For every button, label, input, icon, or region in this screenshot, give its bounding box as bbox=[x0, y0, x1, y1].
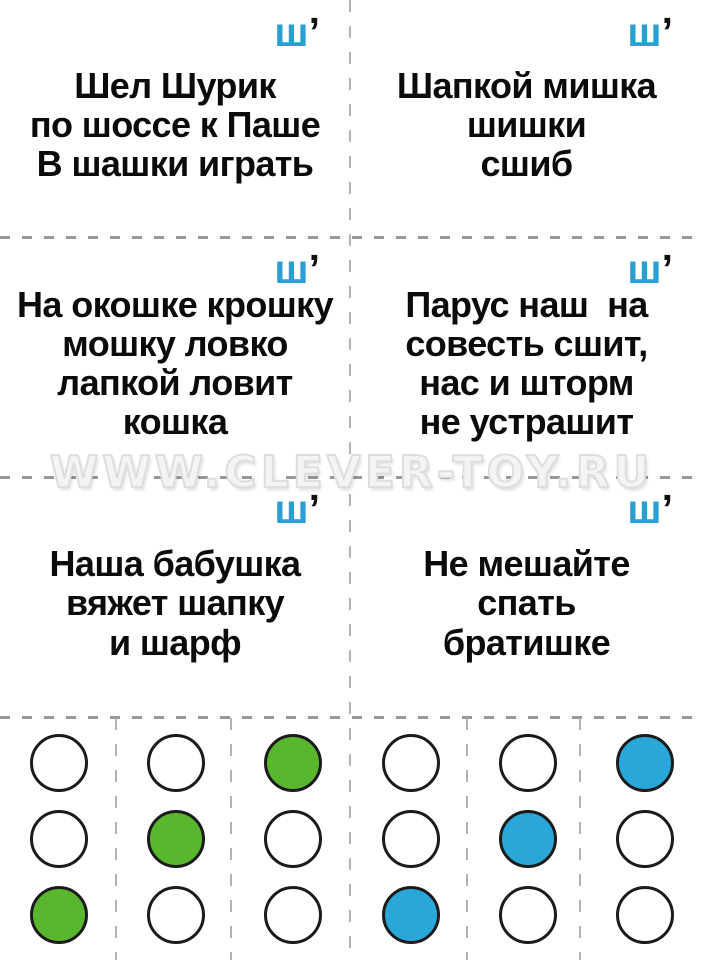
card-line: сшиб bbox=[480, 143, 574, 185]
phoneme-marker: ш’ bbox=[627, 12, 673, 53]
green-token-circle bbox=[264, 734, 323, 792]
phoneme-letter: ш bbox=[274, 486, 309, 532]
cut-line-vertical-bottom-1 bbox=[115, 718, 117, 960]
card-text: Не мешайте спать братишке bbox=[423, 532, 630, 662]
token-column bbox=[0, 718, 117, 960]
phoneme-marker: ш’ bbox=[274, 249, 320, 290]
white-token-circle bbox=[498, 734, 557, 792]
phoneme-letter: ш bbox=[274, 246, 309, 292]
card-text: На окошке крошку мошку ловко лапкой лови… bbox=[16, 273, 334, 443]
phoneme-marker: ш’ bbox=[627, 489, 673, 530]
cut-line-vertical-center bbox=[349, 0, 351, 960]
green-token-card bbox=[0, 718, 352, 960]
white-token-circle bbox=[29, 810, 88, 868]
phoneme-marker: ш’ bbox=[627, 249, 673, 290]
phoneme-apostrophe: ’ bbox=[661, 246, 673, 292]
card-line: шишки bbox=[466, 103, 587, 145]
blue-token-circle bbox=[498, 810, 557, 868]
card-line: Не мешайте bbox=[423, 543, 630, 585]
text-cards-grid: ш’ Шел Шурик по шоссе к Паше В шашки игр… bbox=[0, 0, 703, 717]
white-token-circle bbox=[29, 734, 88, 792]
card-line: мошку ловко bbox=[62, 322, 288, 364]
card-shel-shurik: ш’ Шел Шурик по шоссе к Паше В шашки игр… bbox=[0, 0, 350, 237]
card-nasha-babushka: ш’ Наша бабушка вяжет шапку и шарф bbox=[0, 477, 350, 717]
white-token-circle bbox=[264, 886, 323, 944]
cut-line-vertical-bottom-3 bbox=[466, 718, 468, 960]
phoneme-apostrophe: ’ bbox=[661, 486, 673, 532]
card-line: кошка bbox=[122, 401, 228, 443]
cut-line-horizontal-2 bbox=[0, 476, 703, 479]
cut-line-horizontal-1 bbox=[0, 236, 703, 239]
white-token-circle bbox=[381, 734, 440, 792]
card-line: и шарф bbox=[108, 621, 242, 663]
white-token-circle bbox=[615, 886, 674, 944]
white-token-circle bbox=[381, 810, 440, 868]
white-token-circle bbox=[146, 886, 205, 944]
card-line: спать bbox=[477, 582, 576, 624]
white-token-circle bbox=[264, 810, 323, 868]
phoneme-apostrophe: ’ bbox=[308, 486, 320, 532]
phoneme-marker: ш’ bbox=[274, 12, 320, 53]
card-line: по шоссе к Паше bbox=[29, 103, 321, 145]
phoneme-marker: ш’ bbox=[274, 489, 320, 530]
phoneme-letter: ш bbox=[627, 486, 662, 532]
token-column bbox=[469, 718, 586, 960]
phoneme-apostrophe: ’ bbox=[308, 246, 320, 292]
cut-line-horizontal-3 bbox=[0, 716, 703, 719]
card-line: не устрашит bbox=[419, 401, 634, 443]
white-token-circle bbox=[615, 810, 674, 868]
card-text: Парус наш на совесть сшит, нас и шторм н… bbox=[405, 273, 648, 443]
site-watermark: WWW.CLEVER-TOY.RU bbox=[49, 446, 654, 499]
token-column bbox=[117, 718, 234, 960]
green-token-circle bbox=[29, 886, 88, 944]
token-cards-row bbox=[0, 718, 703, 960]
card-line: вяжет шапку bbox=[65, 582, 285, 624]
card-line: братишке bbox=[442, 621, 611, 663]
card-na-okoshke: ш’ На окошке крошку мошку ловко лапкой л… bbox=[0, 237, 350, 477]
card-parus-nash: ш’ Парус наш на совесть сшит, нас и штор… bbox=[350, 237, 703, 477]
token-column bbox=[586, 718, 703, 960]
card-line: Парус наш на bbox=[405, 283, 648, 325]
phoneme-letter: ш bbox=[627, 9, 662, 55]
white-token-circle bbox=[146, 734, 205, 792]
cut-line-vertical-bottom-4 bbox=[579, 718, 581, 960]
token-column bbox=[235, 718, 352, 960]
card-ne-meshayte: ш’ Не мешайте спать братишке bbox=[350, 477, 703, 717]
phoneme-letter: ш bbox=[274, 9, 309, 55]
card-text: Шел Шурик по шоссе к Паше В шашки играть bbox=[29, 54, 321, 185]
phoneme-letter: ш bbox=[627, 246, 662, 292]
phoneme-apostrophe: ’ bbox=[308, 9, 320, 55]
cut-line-vertical-bottom-2 bbox=[230, 718, 232, 960]
card-line: В шашки играть bbox=[36, 143, 314, 185]
white-token-circle bbox=[498, 886, 557, 944]
card-line: лапкой ловит bbox=[57, 362, 293, 403]
card-text: Наша бабушка вяжет шапку и шарф bbox=[49, 532, 302, 663]
blue-token-circle bbox=[615, 734, 674, 792]
card-text: Шапкой мишка шишки сшиб bbox=[396, 54, 657, 185]
card-line: совесть сшит, bbox=[405, 322, 648, 364]
blue-token-card bbox=[352, 718, 703, 960]
card-line: На окошке крошку bbox=[16, 283, 334, 325]
card-line: нас и шторм bbox=[419, 362, 634, 403]
card-shapkoy-mishka: ш’ Шапкой мишка шишки сшиб bbox=[350, 0, 703, 237]
blue-token-circle bbox=[381, 886, 440, 944]
green-token-circle bbox=[146, 810, 205, 868]
card-line: Шел Шурик bbox=[74, 64, 276, 106]
token-column bbox=[352, 718, 469, 960]
phoneme-apostrophe: ’ bbox=[661, 9, 673, 55]
card-line: Шапкой мишка bbox=[396, 64, 657, 106]
card-line: Наша бабушка bbox=[49, 543, 302, 585]
